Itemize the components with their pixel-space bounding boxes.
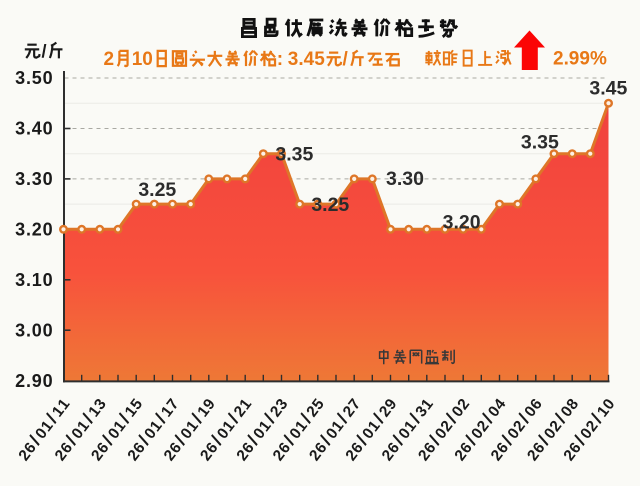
svg-text:3.30: 3.30 — [386, 168, 424, 190]
svg-text:.: . — [564, 49, 569, 70]
svg-text:/: / — [343, 49, 349, 70]
svg-text::: : — [277, 49, 283, 70]
svg-text:3.00: 3.00 — [15, 320, 53, 340]
svg-text:9: 9 — [569, 49, 580, 70]
svg-text:3.50: 3.50 — [15, 68, 53, 88]
svg-text:3.40: 3.40 — [15, 119, 53, 139]
svg-text:4: 4 — [304, 49, 315, 70]
svg-text:3.35: 3.35 — [275, 144, 313, 166]
svg-text:3: 3 — [288, 49, 299, 70]
svg-text:3.10: 3.10 — [15, 270, 53, 290]
svg-text:3.45: 3.45 — [589, 78, 627, 100]
svg-text:2.90: 2.90 — [15, 371, 53, 391]
svg-text:1: 1 — [132, 49, 143, 70]
svg-text:3.20: 3.20 — [443, 211, 481, 233]
svg-text:0: 0 — [142, 49, 153, 70]
svg-text:3.20: 3.20 — [15, 220, 53, 240]
svg-text:3.25: 3.25 — [311, 194, 349, 216]
svg-text:3.30: 3.30 — [15, 169, 53, 189]
svg-text:.: . — [298, 49, 303, 70]
svg-text:/: / — [42, 41, 47, 61]
svg-text:3.35: 3.35 — [521, 132, 559, 154]
svg-text:9: 9 — [579, 49, 590, 70]
svg-text:5: 5 — [314, 49, 325, 70]
svg-text:2: 2 — [553, 49, 564, 70]
svg-text:3.25: 3.25 — [138, 179, 176, 201]
svg-text:%: % — [590, 49, 607, 70]
svg-text:2: 2 — [104, 49, 115, 70]
